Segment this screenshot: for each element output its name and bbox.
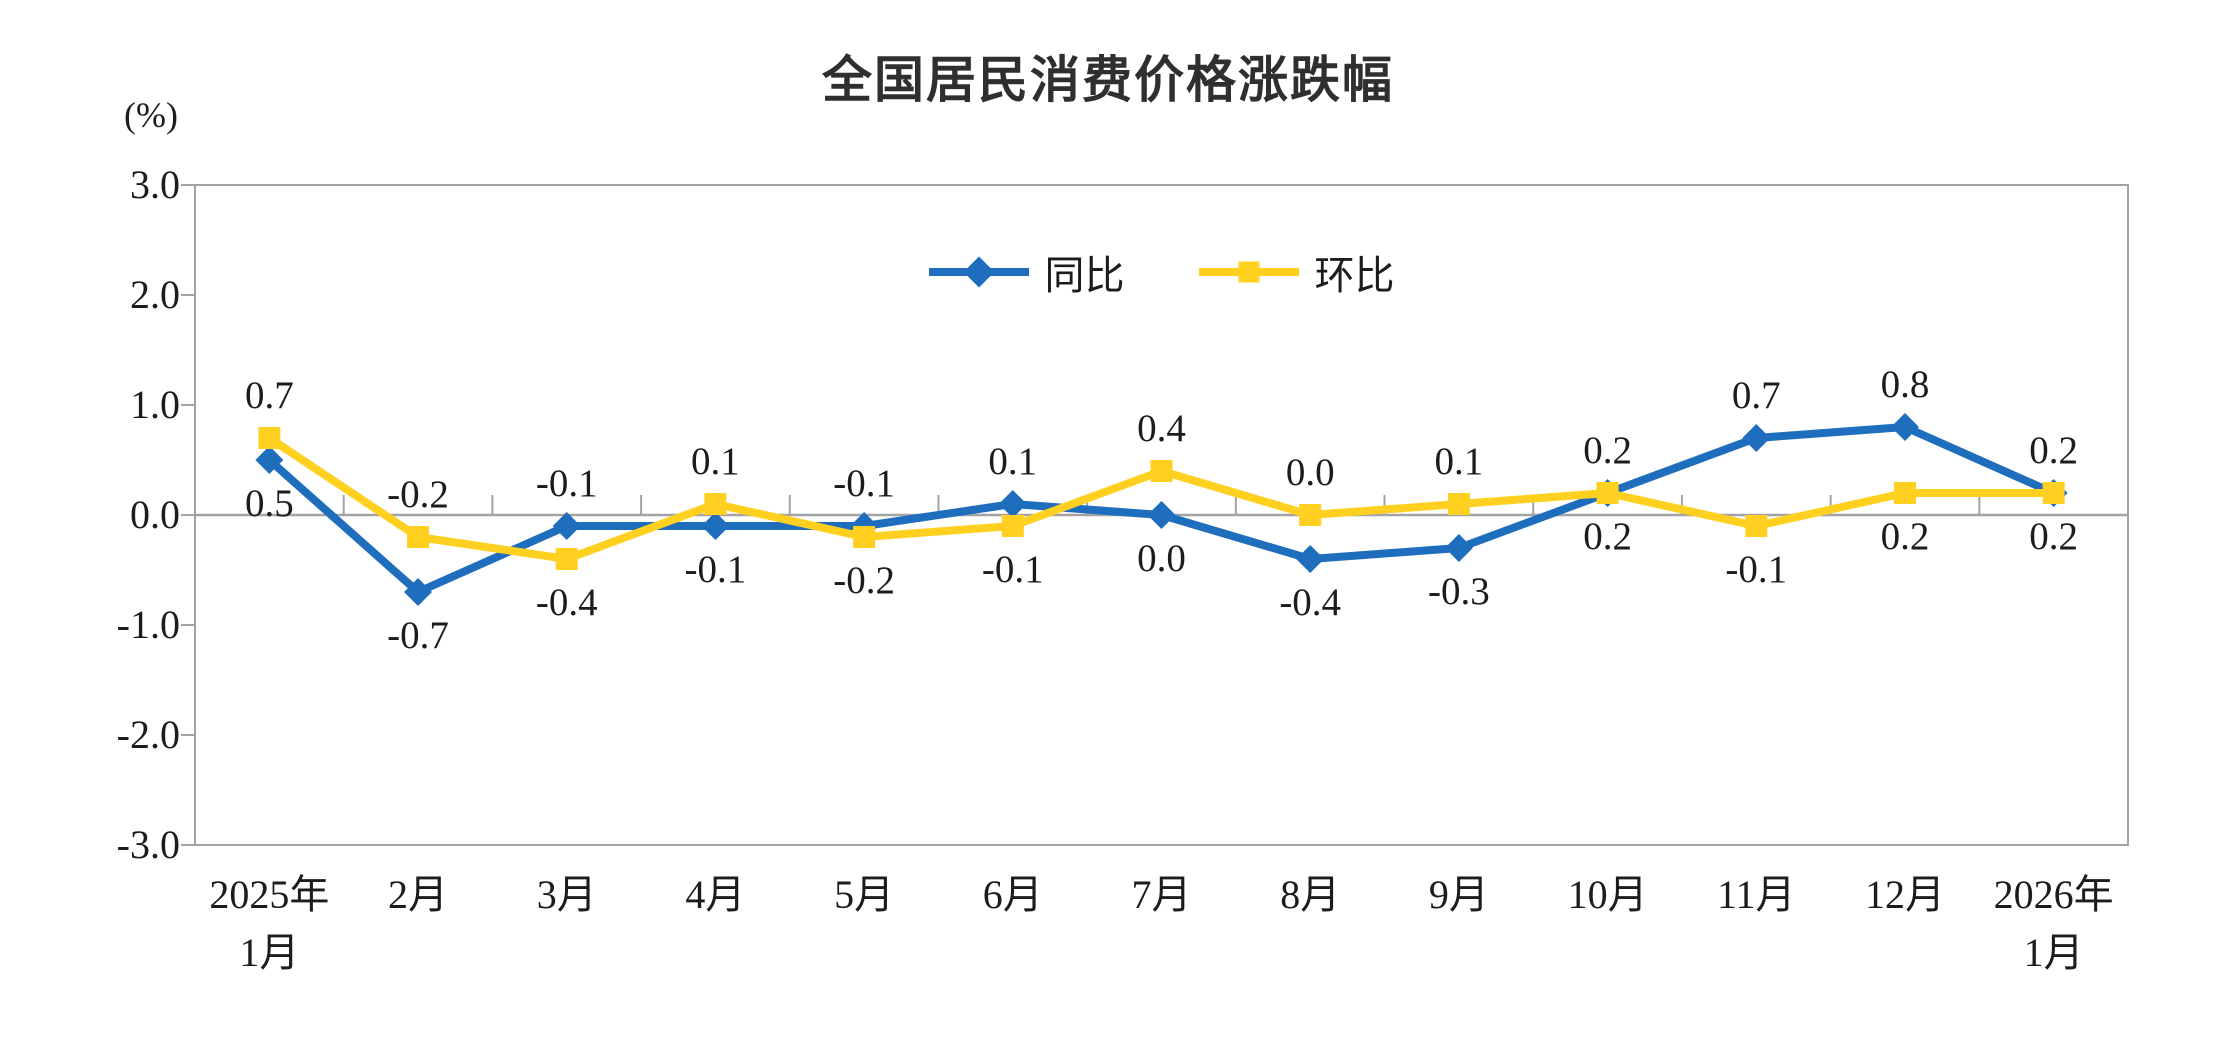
- x-axis-tick-label: 4月: [605, 866, 825, 924]
- x-axis-tick-label: 8月: [1200, 866, 1420, 924]
- data-label-mom: 0.2: [2029, 515, 2079, 558]
- data-point-marker-mom: [1150, 460, 1173, 482]
- data-point-marker-yoy: [552, 512, 581, 540]
- legend-label-mom: 环比: [1314, 253, 1395, 298]
- x-axis-tick-label: 6月: [903, 866, 1123, 924]
- legend-line-sample: [1198, 255, 1299, 289]
- x-axis-tick-label-line: 2月: [388, 872, 449, 917]
- x-axis-tick-label-line: 2025年: [209, 872, 330, 917]
- data-point-marker-yoy: [404, 578, 433, 606]
- data-label-yoy: 0.7: [1731, 374, 1781, 417]
- chart-title: 全国居民消费价格涨跌幅: [822, 52, 1394, 108]
- data-point-marker-mom: [2042, 482, 2065, 504]
- data-label-mom: -0.4: [535, 581, 598, 624]
- data-point-marker-yoy: [1296, 545, 1325, 573]
- data-point-marker-mom: [407, 526, 430, 548]
- data-point-marker-yoy: [1742, 424, 1771, 452]
- x-axis-tick-label-line: 5月: [834, 872, 895, 917]
- x-axis-tick-label: 9月: [1349, 866, 1569, 924]
- data-label-mom: 0.0: [1285, 451, 1335, 494]
- x-axis-tick-label-line: 10月: [1567, 872, 1648, 917]
- x-axis-tick-label: 2月: [308, 866, 528, 924]
- data-point-marker-mom: [1745, 515, 1768, 537]
- data-label-mom: -0.2: [387, 473, 449, 516]
- y-axis-tick-label: -1.0: [116, 602, 180, 647]
- data-label-yoy: -0.1: [684, 548, 747, 591]
- data-label-mom: 0.2: [1880, 515, 1930, 558]
- x-axis-tick-label-line: 7月: [1131, 872, 1192, 917]
- x-axis-tick-label-line: 8月: [1280, 872, 1341, 917]
- x-axis-tick-label-line: 11月: [1717, 872, 1796, 917]
- data-point-marker-mom: [1596, 482, 1619, 504]
- x-axis-tick-label-line: 12月: [1864, 872, 1945, 917]
- legend-line-sample: [928, 255, 1029, 289]
- data-point-marker-mom: [1893, 482, 1916, 504]
- legend-item-mom: 环比: [1198, 243, 1395, 301]
- legend-item-yoy: 同比: [928, 243, 1125, 301]
- x-axis-tick-label-line: 4月: [685, 872, 746, 917]
- data-point-marker-mom: [704, 493, 727, 515]
- y-axis-tick-label: -2.0: [116, 712, 180, 757]
- legend: 同比 环比: [195, 242, 2128, 302]
- data-label-yoy: -0.1: [833, 462, 895, 505]
- data-point-marker-mom: [1001, 515, 1024, 537]
- data-label-yoy: 0.2: [1583, 515, 1632, 558]
- data-point-marker-mom: [853, 526, 876, 548]
- data-label-yoy: 0.5: [244, 482, 294, 525]
- data-point-marker-mom: [555, 548, 578, 570]
- x-axis-tick-label: 10月: [1498, 866, 1718, 924]
- data-point-marker-mom: [258, 427, 281, 449]
- data-point-marker-yoy: [1890, 413, 1919, 441]
- data-label-yoy: -0.4: [1279, 581, 1342, 624]
- x-axis-tick-label: 5月: [754, 866, 974, 924]
- data-label-mom: -0.2: [833, 559, 895, 602]
- x-axis-tick-label: 11月: [1646, 866, 1866, 924]
- data-label-mom: 0.4: [1137, 407, 1186, 450]
- square-marker-icon: [1238, 261, 1259, 283]
- data-label-mom: 0.1: [1434, 440, 1484, 483]
- data-label-yoy: 0.8: [1880, 363, 1930, 406]
- x-axis-tick-label: 2026年 1月: [1944, 866, 2164, 982]
- y-axis-tick-label: 2.0: [130, 272, 180, 317]
- x-axis-tick-label: 12月: [1795, 866, 2015, 924]
- data-point-marker-mom: [1299, 504, 1322, 526]
- x-axis-tick-label-line: 2026年: [1993, 872, 2114, 917]
- diamond-marker-icon: [962, 256, 995, 288]
- x-axis-tick-label: 7月: [1052, 866, 1272, 924]
- data-label-mom: 0.7: [244, 374, 294, 417]
- x-axis-tick-label-line: 9月: [1428, 872, 1489, 917]
- x-axis-tick-label-line: 6月: [982, 872, 1043, 917]
- data-label-yoy: -0.1: [535, 462, 598, 505]
- data-point-marker-yoy: [701, 512, 730, 540]
- x-axis-tick-label: 2025年 1月: [159, 866, 379, 982]
- data-point-marker-yoy: [1444, 534, 1473, 562]
- data-point-marker-mom: [1447, 493, 1470, 515]
- data-label-mom: -0.1: [1725, 548, 1788, 591]
- data-label-mom: 0.1: [691, 440, 740, 483]
- y-axis-tick-label: -3.0: [116, 822, 180, 867]
- data-point-marker-yoy: [998, 490, 1027, 518]
- data-point-marker-yoy: [255, 446, 284, 474]
- legend-label-yoy: 同比: [1044, 253, 1125, 298]
- x-axis-tick-label-line: 3月: [536, 872, 597, 917]
- data-label-yoy: 0.1: [988, 440, 1038, 483]
- data-label-yoy: 0.0: [1137, 537, 1186, 580]
- y-axis-tick-label: 0.0: [130, 492, 180, 537]
- data-label-mom: -0.1: [981, 548, 1044, 591]
- y-axis-tick-label: 1.0: [130, 382, 180, 427]
- x-axis-tick-label-line: 1月: [239, 930, 300, 975]
- x-axis-tick-label: 3月: [457, 866, 677, 924]
- x-axis-tick-label-line: 1月: [2023, 930, 2084, 975]
- y-axis-unit-label: (%): [124, 95, 178, 135]
- y-axis-tick-label: 3.0: [130, 162, 180, 207]
- data-label-mom: 0.2: [1583, 429, 1632, 472]
- data-label-yoy: -0.3: [1428, 570, 1490, 613]
- data-point-marker-yoy: [1147, 501, 1176, 529]
- data-label-yoy: -0.7: [387, 614, 449, 657]
- data-label-yoy: 0.2: [2029, 429, 2079, 472]
